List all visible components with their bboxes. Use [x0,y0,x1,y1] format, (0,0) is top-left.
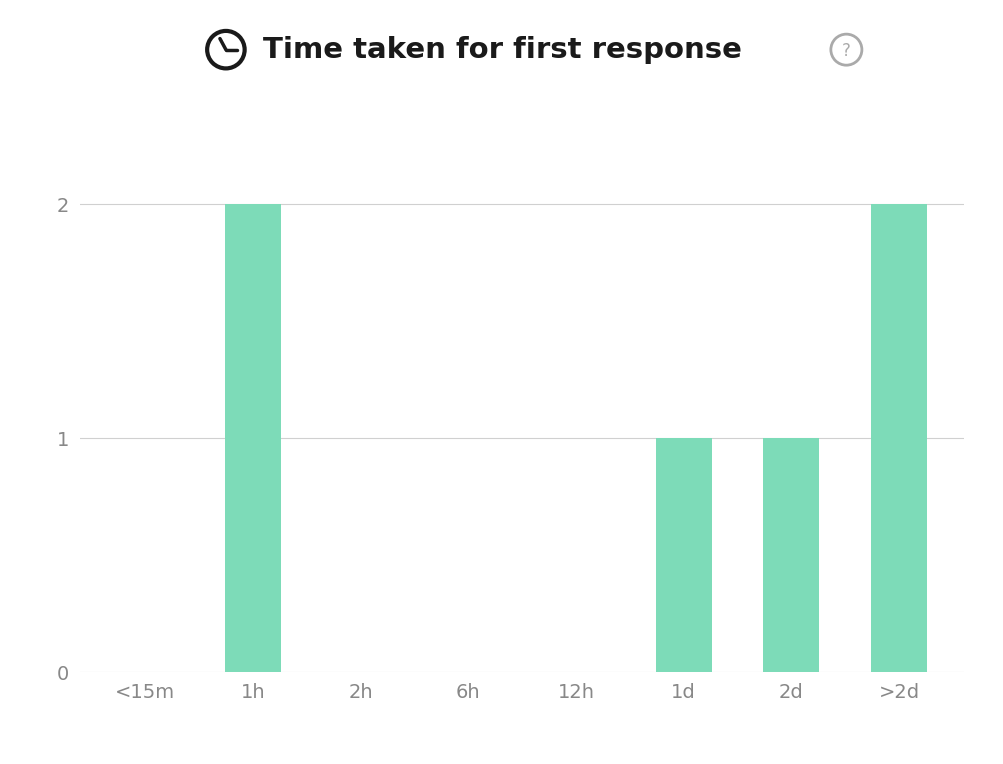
Text: Time taken for first response: Time taken for first response [263,36,740,63]
Bar [655,439,711,672]
Text: ?: ? [842,42,850,60]
Bar [871,204,927,672]
Bar [225,204,281,672]
Bar [762,439,818,672]
